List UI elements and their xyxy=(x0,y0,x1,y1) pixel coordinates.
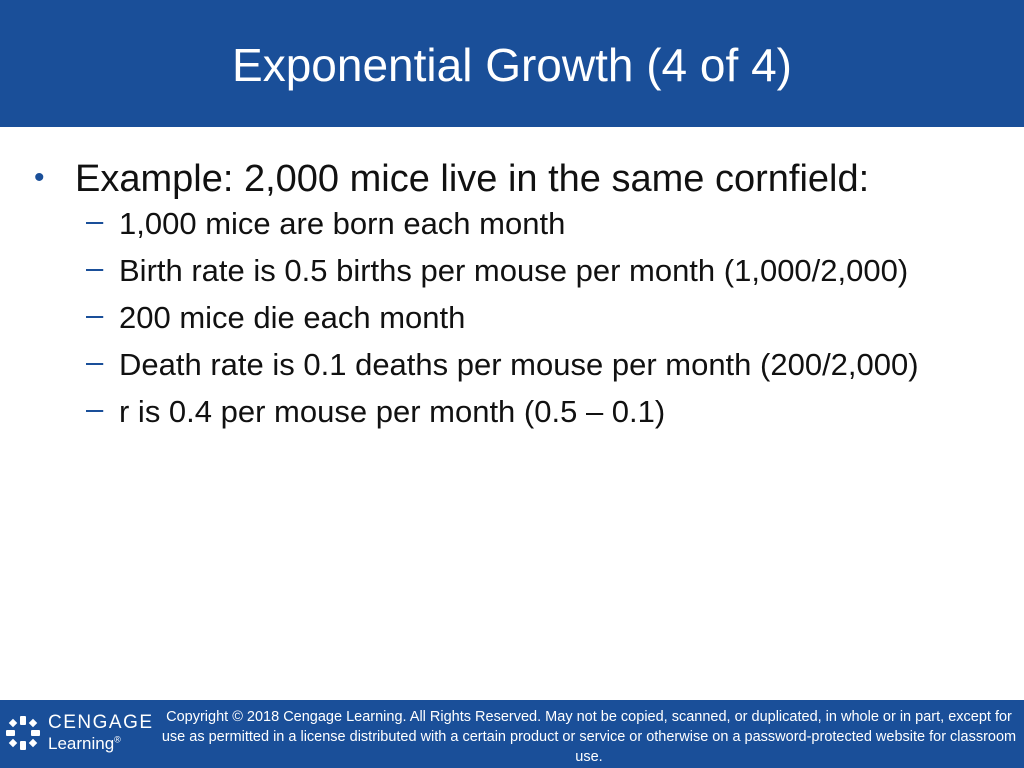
sub-bullet-text: Birth rate is 0.5 births per mouse per m… xyxy=(119,253,909,288)
footer-bar: CENGAGE Learning® Copyright © 2018 Cenga… xyxy=(0,700,1024,768)
sub-bullet-text: 1,000 mice are born each month xyxy=(119,206,566,241)
sub-bullet-item: – 200 mice die each month xyxy=(86,297,1006,335)
title-bar: Exponential Growth (4 of 4) xyxy=(0,0,1024,127)
dash-marker: – xyxy=(86,391,104,426)
logo-word-learning: Learning® xyxy=(48,734,121,754)
dash-marker: – xyxy=(86,344,104,379)
main-bullet-text: Example: 2,000 mice live in the same cor… xyxy=(75,158,870,200)
sub-bullet-item: – 1,000 mice are born each month xyxy=(86,203,1006,241)
sub-bullet-text: Death rate is 0.1 deaths per mouse per m… xyxy=(119,347,919,382)
copyright-notice: Copyright © 2018 Cengage Learning. All R… xyxy=(161,709,1017,765)
sub-bullet-text: r is 0.4 per mouse per month (0.5 – 0.1) xyxy=(119,394,666,429)
cengage-logo: CENGAGE Learning® xyxy=(4,710,154,760)
sub-bullet-list: – 1,000 mice are born each month – Birth… xyxy=(86,203,1006,441)
main-bullet: • Example: 2,000 mice live in the same c… xyxy=(34,156,994,204)
dash-marker: – xyxy=(86,250,104,285)
slide-content: • Example: 2,000 mice live in the same c… xyxy=(34,156,1006,441)
dash-marker: – xyxy=(86,297,104,332)
dash-marker: – xyxy=(86,203,104,238)
sub-bullet-item: – Death rate is 0.1 deaths per mouse per… xyxy=(86,344,1006,382)
logo-learning-text: Learning xyxy=(48,734,115,753)
sub-bullet-item: – r is 0.4 per mouse per month (0.5 – 0.… xyxy=(86,391,1006,429)
registered-mark: ® xyxy=(114,734,121,745)
slide-title: Exponential Growth (4 of 4) xyxy=(232,39,792,91)
logo-word-cengage: CENGAGE xyxy=(48,712,154,733)
sub-bullet-text: 200 mice die each month xyxy=(119,300,466,335)
cengage-mark-icon xyxy=(6,716,40,750)
sub-bullet-item: – Birth rate is 0.5 births per mouse per… xyxy=(86,250,1006,288)
bullet-marker: • xyxy=(34,161,45,194)
